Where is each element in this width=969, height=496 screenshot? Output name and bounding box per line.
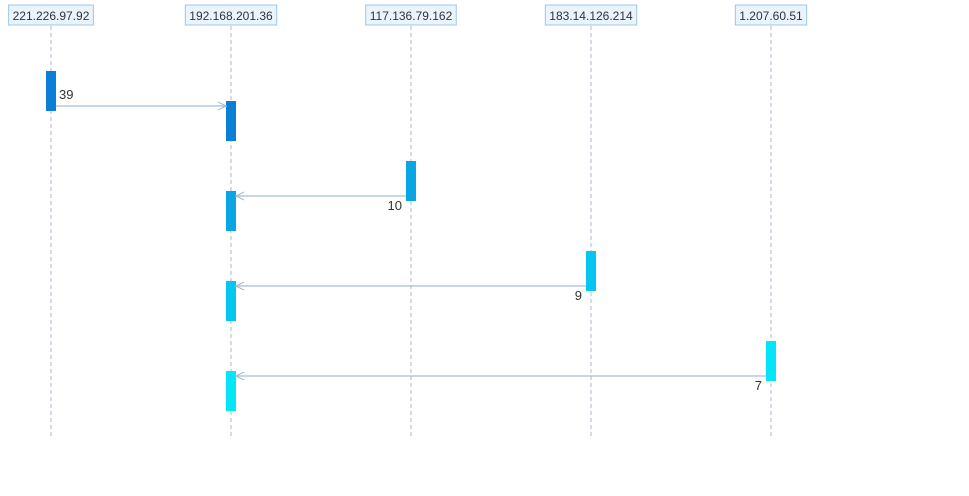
participant-label: 1.207.60.51 xyxy=(739,9,803,23)
arrowhead xyxy=(234,281,245,291)
message-n5-to-n2: 7 xyxy=(226,341,776,411)
message-n3-to-n2: 10 xyxy=(226,161,416,231)
participant-headers: 221.226.97.92 192.168.201.36 117.136.79.16… xyxy=(8,4,808,26)
message-count-label: 9 xyxy=(575,288,582,303)
activation-bar-source xyxy=(406,161,416,201)
participant-label: 192.168.201.36 xyxy=(189,9,273,23)
participant-n5: 1.207.60.51 xyxy=(734,4,808,26)
activation-bar-target xyxy=(226,101,236,141)
activation-bar-target xyxy=(226,371,236,411)
participant-box xyxy=(544,4,638,26)
participant-label: 117.136.79.162 xyxy=(370,9,453,23)
participant-n3: 117.136.79.162 xyxy=(365,4,457,26)
message-n1-to-n2: 39 xyxy=(46,71,236,141)
message-count-label: 7 xyxy=(755,378,762,393)
arrowhead xyxy=(234,371,245,381)
activation-bar-source xyxy=(46,71,56,111)
activation-bar-source xyxy=(766,341,776,381)
participant-box xyxy=(365,4,457,26)
activation-bar-source xyxy=(586,251,596,291)
activation-bar-target xyxy=(226,281,236,321)
participant-n2: 192.168.201.36 xyxy=(184,4,278,26)
activation-bar-target xyxy=(226,191,236,231)
participant-n4: 183.14.126.214 xyxy=(544,4,638,26)
participant-box xyxy=(734,4,808,26)
message-count-label: 39 xyxy=(59,87,73,102)
participant-box xyxy=(184,4,278,26)
message-n4-to-n2: 9 xyxy=(226,251,596,321)
message-count-label: 10 xyxy=(388,198,402,213)
participant-label: 221.226.97.92 xyxy=(13,9,90,23)
participant-n1: 221.226.97.92 xyxy=(8,4,94,26)
arrowhead xyxy=(217,101,228,111)
participant-box xyxy=(8,4,94,26)
participant-label: 183.14.126.214 xyxy=(549,9,633,23)
messages: 39 10 9 7 xyxy=(46,71,776,411)
arrowhead xyxy=(234,191,245,201)
